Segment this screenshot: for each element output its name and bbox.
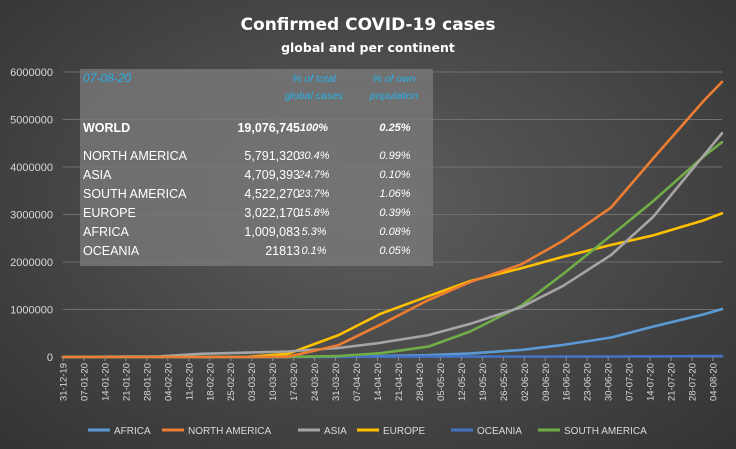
table-header-pct-population: % of own population — [358, 71, 430, 105]
x-tick-label: 07-01-20 — [79, 363, 90, 401]
x-tick-label: 31-12-19 — [59, 363, 70, 401]
x-tick-label: 07-07-20 — [625, 363, 636, 401]
x-tick-label: 16-06-20 — [562, 363, 573, 401]
table-row-asia-pct-population: 0.10% — [379, 169, 411, 181]
legend: AFRICA NORTH AMERICA ASIA EUROPE OCEANIA SOUT… — [88, 426, 647, 437]
table-header-pct-total-line2: global cases — [284, 90, 344, 102]
legend-label-north-america: NORTH AMERICA — [188, 426, 271, 437]
table-row-oceania-pct-total: 0.1% — [301, 245, 327, 257]
y-tick-label: 5000000 — [10, 115, 53, 127]
table-row-north-america-cases: 5,791,320 — [244, 149, 300, 163]
y-tick-label: 4000000 — [10, 162, 53, 174]
summary-table: 07-08-20 % of total global cases % of ow… — [80, 69, 433, 266]
table-row-south-america-pct-total: 23.7% — [298, 188, 330, 200]
series-line-asia — [61, 132, 724, 359]
y-axis: 0 1000000 2000000 3000000 4000000 5000000 6000… — [10, 67, 53, 364]
y-tick-label: 1000000 — [10, 305, 53, 317]
x-tick-label: 30-06-20 — [604, 363, 615, 401]
table-row-europe-cases: 3,022,170 — [244, 206, 300, 220]
table-row-world-cases: 19,076,745 — [237, 121, 300, 135]
x-tick-label: 09-06-20 — [541, 363, 552, 401]
x-tick-label: 24-03-20 — [310, 363, 321, 401]
y-tick-label: 6000000 — [10, 67, 53, 79]
chart-title: Confirmed COVID-19 cases — [241, 15, 496, 35]
legend-label-africa: AFRICA — [114, 426, 151, 437]
table-row-africa-pct-total: 5.3% — [301, 226, 327, 238]
x-tick-label: 04-08-20 — [709, 363, 720, 401]
legend-label-europe: EUROPE — [383, 426, 426, 437]
table-row-world-pct-total: 100% — [299, 122, 329, 134]
table-row-asia-name: ASIA — [83, 168, 112, 182]
y-tick-label: 3000000 — [10, 210, 53, 222]
table-row-north-america-pct-total: 30.4% — [298, 150, 330, 162]
table-row-world-pct-population: 0.25% — [379, 122, 411, 134]
x-tick-label: 26-05-20 — [499, 363, 510, 401]
x-tick-label: 14-07-20 — [646, 363, 657, 401]
table-header-pct-population-line1: % of own — [372, 73, 416, 85]
table-row-oceania-cases: 21813 — [265, 244, 300, 258]
x-tick-label: 17-03-20 — [289, 363, 300, 401]
table-row-asia-pct-total: 24.7% — [298, 169, 330, 181]
x-tick-label: 25-02-20 — [226, 363, 237, 401]
table-row-world-name: WORLD — [83, 121, 131, 135]
table-row-north-america-pct-population: 0.99% — [379, 150, 411, 162]
x-tick-label: 28-01-20 — [142, 363, 153, 401]
table-row-africa-cases: 1,009,083 — [244, 225, 300, 239]
table-header-pct-population-line2: population — [369, 90, 419, 102]
table-header-pct-total: % of total global cases — [278, 71, 350, 105]
legend-label-south-america: SOUTH AMERICA — [564, 426, 647, 437]
table-row-oceania-name: OCEANIA — [83, 244, 140, 258]
x-tick-label: 11-02-20 — [184, 363, 195, 400]
y-tick-label: 0 — [47, 352, 53, 364]
table-row-europe-pct-total: 15.8% — [298, 207, 330, 219]
table-row-south-america-pct-population: 1.06% — [379, 188, 411, 200]
x-tick-label: 19-05-20 — [478, 363, 489, 401]
legend-label-asia: ASIA — [324, 426, 347, 437]
table-row-north-america-name: NORTH AMERICA — [83, 149, 187, 163]
chart-subtitle: global and per continent — [281, 40, 455, 55]
table-row-europe-name: EUROPE — [83, 206, 136, 220]
x-tick-label: 28-04-20 — [415, 363, 426, 401]
x-tick-label: 21-04-20 — [394, 363, 405, 401]
table-row-south-america-name: SOUTH AMERICA — [83, 187, 187, 201]
x-tick-label: 10-03-20 — [268, 363, 279, 401]
table-row-south-america-cases: 4,522,270 — [244, 187, 300, 201]
series-line-north-america — [61, 80, 724, 359]
x-tick-label: 14-04-20 — [373, 363, 384, 401]
legend-label-oceania: OCEANIA — [477, 426, 522, 437]
x-tick-label: 05-05-20 — [436, 363, 447, 401]
table-date: 07-08-20 — [83, 71, 132, 85]
x-tick-label: 14-01-20 — [100, 363, 111, 401]
series-lines — [61, 80, 724, 359]
table-row-africa-name: AFRICA — [83, 225, 129, 239]
y-tick-label: 2000000 — [10, 257, 53, 269]
x-tick-label: 31-03-20 — [331, 363, 342, 401]
x-tick-label: 28-07-20 — [688, 363, 699, 401]
x-tick-label: 02-06-20 — [520, 363, 531, 401]
x-tick-label: 07-04-20 — [352, 363, 363, 401]
x-tick-label: 04-02-20 — [163, 363, 174, 401]
table-row-europe-pct-population: 0.39% — [379, 207, 411, 219]
table-row-africa-pct-population: 0.08% — [379, 226, 411, 238]
x-axis: 31-12-19 07-01-20 14-01-20 21-01-20 28-01-20… — [59, 357, 720, 401]
x-tick-label: 23-06-20 — [583, 363, 594, 401]
x-tick-label: 12-05-20 — [457, 363, 468, 401]
table-row-asia-cases: 4,709,393 — [244, 168, 300, 182]
table-row-oceania-pct-population: 0.05% — [379, 245, 411, 257]
x-tick-label: 21-01-20 — [121, 363, 132, 401]
series-line-africa — [61, 307, 724, 359]
x-tick-label: 03-03-20 — [247, 363, 258, 401]
x-tick-label: 21-07-20 — [667, 363, 678, 401]
x-tick-label: 18-02-20 — [205, 363, 216, 401]
table-header-pct-total-line1: % of total — [292, 73, 336, 85]
